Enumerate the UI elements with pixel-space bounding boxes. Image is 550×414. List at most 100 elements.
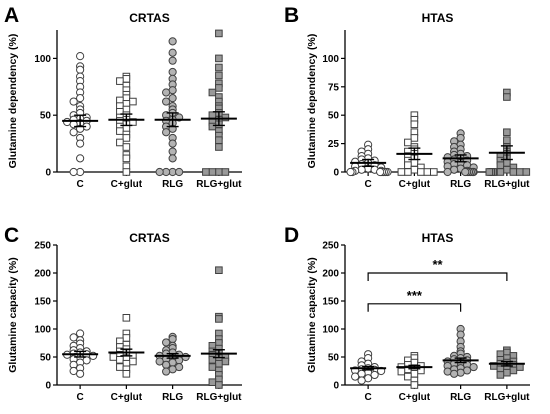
y-tick-label: 75 [328,82,340,93]
x-category-label: C [365,392,372,403]
y-tick-label: 50 [40,353,52,364]
data-point [410,120,419,129]
data-point [397,168,406,176]
data-point [221,357,230,366]
data-point [69,97,78,106]
data-point [122,154,131,163]
y-tick-label: 150 [34,297,51,308]
data-point [357,165,366,174]
significance-bracket [367,303,462,312]
x-category-label: C+glut [111,179,143,190]
data-point [404,161,412,169]
data-point [503,128,511,137]
data-point [122,334,131,342]
data-point [162,338,171,347]
y-tick-label: 50 [40,111,52,122]
x-category-label: C [77,392,84,403]
data-point [215,143,223,151]
data-point [168,147,177,156]
y-axis-label: Glutamine dependency (%) [7,34,19,169]
data-point [503,93,511,101]
data-point [155,357,164,366]
y-tick-label: 100 [322,325,339,336]
x-category-label: C+glut [111,392,143,403]
data-point [109,353,118,361]
y-tick-label: 200 [322,269,339,280]
data-point [516,168,524,176]
data-point [168,154,177,163]
data-point [215,84,223,92]
data-point [351,372,360,381]
data-point [116,138,124,147]
data-point [522,168,531,176]
y-tick-label: 0 [333,168,339,179]
data-point [410,381,419,389]
x-category-label: RLG [450,179,471,190]
y-axis-label: Glutamine dependency (%) [306,34,318,169]
data-point [69,128,78,137]
data-point [410,165,419,174]
data-point [208,168,217,176]
data-point [430,168,438,176]
y-tick-label: 50 [328,353,340,364]
data-point [129,357,137,366]
significance-label: *** [407,288,423,303]
data-point [208,111,217,120]
data-point [208,378,217,386]
data-point [168,48,177,57]
y-tick-label: 250 [322,241,339,252]
data-point [162,88,171,97]
x-category-label: RLG [450,392,471,403]
x-category-label: C+glut [399,179,431,190]
x-category-label: C+glut [399,392,431,403]
panel-a: A CRTAS Glutamine dependency (%) 0 50 100 C C+g… [4,4,242,190]
data-point [69,167,78,177]
data-point [516,363,524,371]
data-point [509,366,518,375]
data-point [503,159,511,167]
data-point [122,143,131,151]
data-point [485,168,494,176]
data-point [175,167,184,177]
panel-title: CRTAS [129,11,169,25]
data-point [202,168,210,176]
y-tick-label: 100 [322,54,339,65]
data-point [116,77,124,85]
y-tick-label: 200 [34,269,51,280]
data-point [456,368,465,377]
data-point [168,139,177,148]
data-point [404,372,412,381]
x-category-label: RLG [162,179,183,190]
data-point [122,370,131,378]
data-point [168,67,177,77]
y-tick-label: 100 [34,54,51,65]
x-category-label: C [77,179,84,190]
data-point [155,167,164,177]
data-point [346,167,355,177]
data-point [76,65,85,74]
data-point [456,330,465,339]
y-tick-label: 100 [34,325,51,336]
data-point [215,63,223,72]
data-point [450,369,459,378]
y-axis-label: Glutamine capacity (%) [306,257,318,373]
data-point [496,161,505,169]
y-tick-label: 250 [34,241,51,252]
data-point [76,94,85,103]
data-point [208,122,217,131]
panel-b: B HTAS Glutamine dependency (%) 0 25 50 75 100 C… [284,4,530,190]
panel-d: D HTAS Glutamine capacity (%) 0 50 100 150 200 2… [284,224,530,403]
data-point [215,359,223,368]
data-point [76,154,85,163]
data-point [404,138,412,147]
data-point [370,370,379,380]
y-tick-label: 0 [45,168,51,179]
data-point [496,168,505,176]
data-point [215,168,223,176]
data-point [404,168,412,176]
x-category-label: C [365,179,372,190]
data-point [221,168,230,176]
y-axis-label: Glutamine capacity (%) [7,257,19,373]
